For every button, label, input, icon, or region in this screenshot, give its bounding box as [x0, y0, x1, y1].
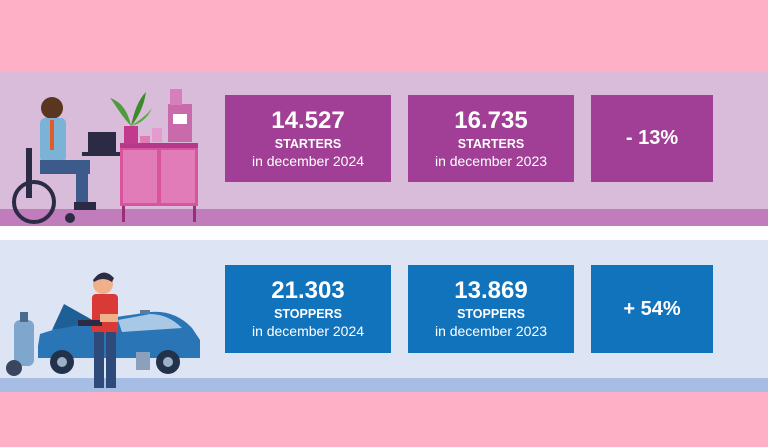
car-icon	[38, 304, 200, 374]
coffee-cabinet-illustration	[120, 143, 198, 222]
starters-2023-period: in december 2023	[434, 152, 548, 169]
starters-2023-card: 16.735 STARTERS in december 2023	[408, 95, 574, 182]
mechanic-illustration	[6, 272, 200, 388]
starters-2023-label: STARTERS	[457, 136, 525, 151]
stoppers-2024-label: STOPPERS	[274, 307, 342, 321]
stoppers-2023-card: 13.869 STOPPERS in december 2023	[408, 265, 574, 353]
stoppers-2023-period: in december 2023	[434, 323, 548, 339]
stoppers-2023-label: STOPPERS	[457, 307, 525, 321]
stoppers-2024-period: in december 2024	[251, 323, 365, 339]
stoppers-change-card: + 54%	[591, 265, 713, 353]
band-separator	[0, 226, 768, 240]
stoppers-2024-card: 21.303 STOPPERS in december 2024	[225, 265, 391, 353]
gas-cylinder-icon	[6, 312, 34, 376]
stoppers-change-value: + 54%	[623, 297, 681, 320]
starters-floor	[0, 209, 768, 226]
coffee-machine-icon	[140, 89, 192, 143]
starters-2023-number: 16.735	[454, 106, 528, 134]
starters-2024-label: STARTERS	[274, 136, 342, 151]
starters-change-card: - 13%	[591, 95, 713, 182]
starters-change-value: - 13%	[625, 127, 679, 149]
starters-2024-number: 14.527	[271, 106, 345, 134]
starters-2024-card: 14.527 STARTERS in december 2024	[225, 95, 391, 182]
stoppers-floor	[0, 378, 768, 392]
plant-icon	[110, 92, 152, 144]
starters-2024-period: in december 2024	[251, 152, 365, 169]
wheelchair-worker-illustration	[12, 89, 198, 224]
stoppers-2024-number: 21.303	[271, 277, 345, 304]
stoppers-2023-number: 13.869	[454, 277, 528, 304]
